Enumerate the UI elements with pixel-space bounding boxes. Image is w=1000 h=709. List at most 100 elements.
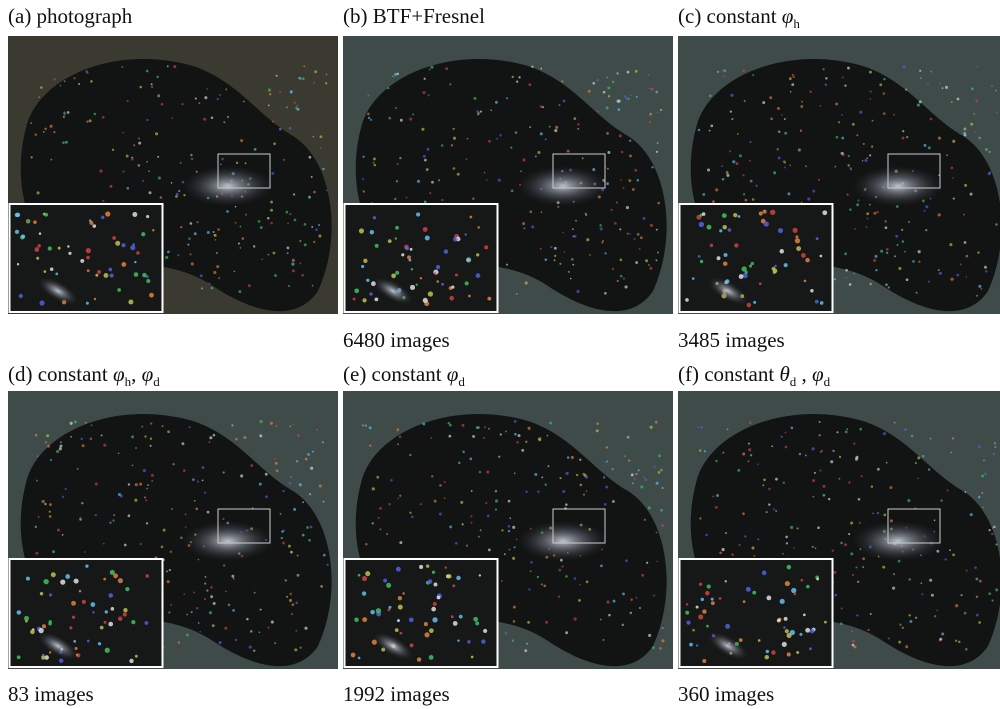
- sparkle: [369, 444, 371, 446]
- sparkle: [635, 261, 638, 264]
- sparkle: [79, 517, 81, 519]
- sparkle: [449, 83, 451, 85]
- sparkle: [783, 482, 785, 484]
- sparkle: [715, 460, 717, 462]
- sparkle: [86, 121, 88, 123]
- sparkle: [572, 228, 574, 230]
- sparkle: [469, 458, 472, 461]
- sparkle: [472, 435, 475, 438]
- sparkle: [396, 180, 398, 182]
- sparkle: [850, 169, 852, 171]
- sparkle: [126, 187, 129, 190]
- inset-sparkle: [752, 591, 756, 595]
- sparkle: [579, 584, 581, 586]
- sparkle: [218, 277, 220, 279]
- inset-sparkle: [123, 608, 127, 612]
- sparkle: [743, 193, 745, 195]
- inset-sparkle: [388, 606, 391, 609]
- sparkle: [151, 83, 153, 85]
- sparkle: [161, 425, 163, 427]
- inset-sparkle: [121, 262, 126, 267]
- sparkle: [867, 218, 869, 220]
- sparkle: [163, 529, 166, 532]
- sparkle: [541, 583, 543, 585]
- sparkle: [744, 100, 746, 102]
- sparkle: [853, 443, 855, 445]
- sparkle: [819, 421, 821, 423]
- inset-sparkle: [40, 592, 43, 595]
- sparkle: [930, 71, 932, 73]
- sparkle: [59, 447, 62, 450]
- sparkle: [224, 627, 227, 630]
- inset-sparkle: [429, 628, 434, 633]
- sparkle: [530, 211, 533, 214]
- inset-sparkle: [743, 600, 746, 603]
- sparkle: [537, 151, 540, 154]
- sparkle: [167, 580, 170, 583]
- sparkle: [625, 97, 627, 99]
- sparkle: [290, 92, 292, 94]
- sparkle: [213, 602, 216, 605]
- sparkle: [775, 510, 777, 512]
- inset-sparkle: [452, 584, 455, 587]
- sparkle: [210, 595, 213, 598]
- sparkle: [374, 164, 377, 167]
- sparkle: [512, 557, 515, 560]
- sparkle: [798, 148, 801, 151]
- sparkle: [825, 83, 828, 86]
- sparkle: [520, 170, 522, 172]
- inset-sparkle: [19, 294, 23, 298]
- sparkle: [204, 96, 207, 99]
- sparkle: [509, 549, 511, 551]
- sparkle: [294, 648, 297, 651]
- inset-sparkle: [692, 629, 695, 632]
- sparkle: [606, 106, 609, 109]
- sparkle: [871, 485, 873, 487]
- inset-sparkle: [805, 258, 809, 262]
- sparkle: [134, 499, 137, 502]
- sparkle: [877, 468, 880, 471]
- inset-sparkle: [86, 248, 91, 253]
- sparkle: [596, 422, 599, 425]
- sparkle: [545, 258, 548, 261]
- sparkle: [630, 612, 632, 614]
- inset-sparkle: [72, 616, 75, 619]
- inset-sparkle: [816, 237, 819, 240]
- sparkle: [135, 447, 137, 449]
- sparkle: [960, 263, 962, 265]
- sparkle: [661, 639, 664, 642]
- sparkle: [268, 105, 270, 107]
- sparkle: [953, 198, 955, 200]
- sparkle: [856, 614, 858, 616]
- inset-sparkle: [91, 602, 96, 607]
- inset-sparkle: [815, 300, 819, 304]
- sparkle: [554, 255, 556, 257]
- inset-sparkle: [383, 579, 387, 583]
- inset-sparkle: [451, 615, 454, 618]
- sparkle: [885, 226, 888, 229]
- inset-sparkle: [366, 279, 369, 282]
- sparkle: [919, 70, 921, 72]
- sparkle: [293, 193, 295, 195]
- inset-sparkle: [59, 658, 63, 662]
- sparkle: [845, 277, 847, 279]
- sparkle: [128, 514, 131, 517]
- sparkle: [320, 135, 323, 138]
- sparkle: [731, 118, 733, 120]
- sparkle: [499, 134, 501, 136]
- sparkle: [828, 498, 830, 500]
- inset-sparkle: [787, 652, 791, 656]
- sparkle: [800, 130, 802, 132]
- sparkle: [295, 630, 297, 632]
- sparkle: [52, 550, 55, 553]
- sparkle: [513, 620, 516, 623]
- inset-sparkle: [402, 592, 404, 594]
- sparkle: [604, 292, 607, 295]
- sparkle: [274, 274, 277, 277]
- inset-sparkle: [696, 644, 698, 646]
- sparkle: [895, 235, 898, 238]
- sparkle: [945, 558, 947, 560]
- sparkle: [573, 117, 576, 120]
- sparkle: [512, 76, 514, 78]
- sparkle: [471, 490, 473, 492]
